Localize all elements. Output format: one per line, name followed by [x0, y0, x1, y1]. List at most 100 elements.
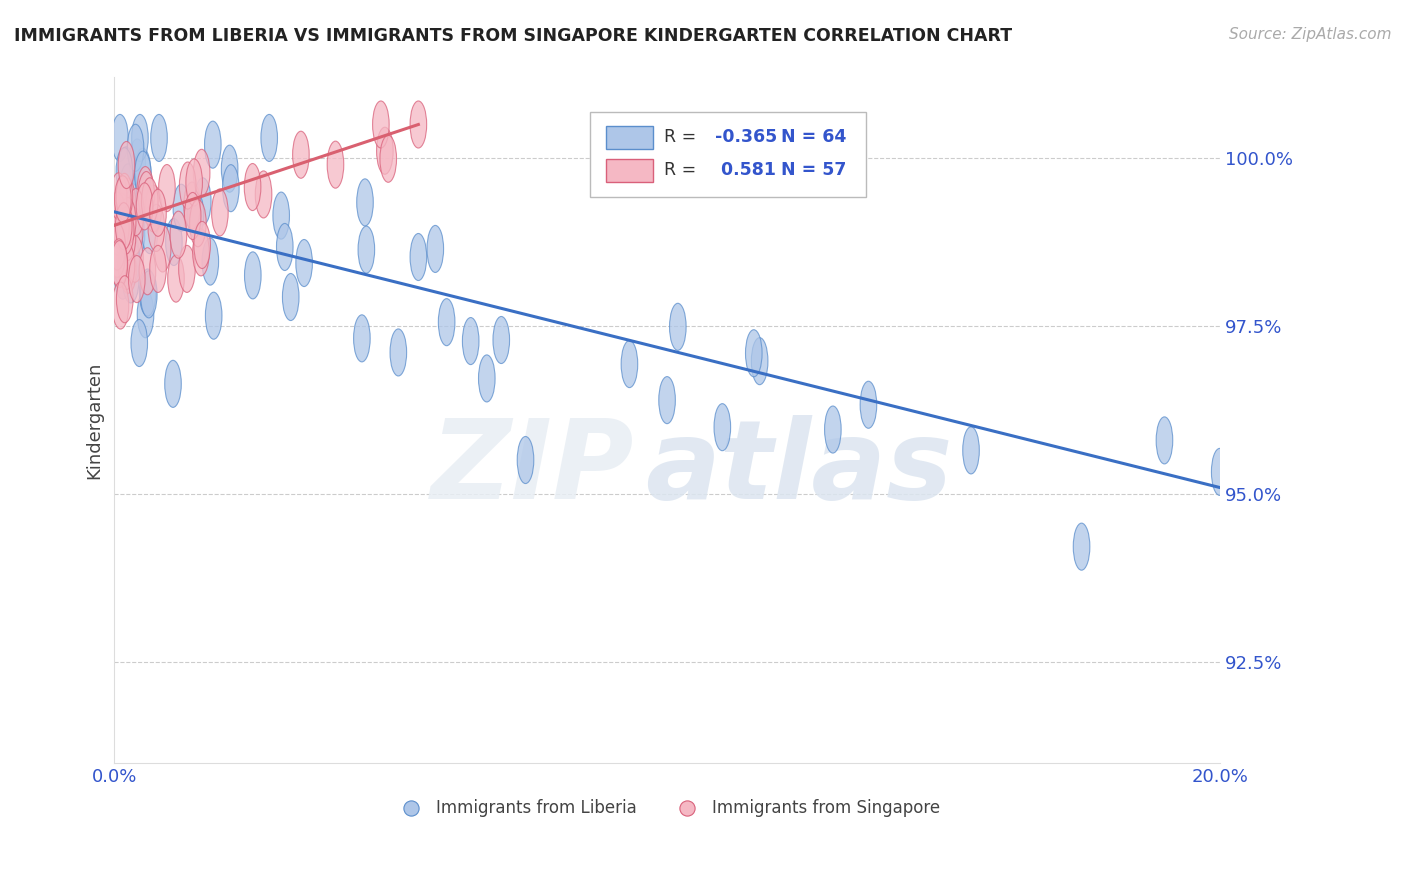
- FancyBboxPatch shape: [589, 112, 866, 197]
- Ellipse shape: [128, 211, 145, 259]
- Ellipse shape: [357, 179, 373, 226]
- Ellipse shape: [111, 239, 127, 286]
- Ellipse shape: [128, 194, 145, 241]
- Ellipse shape: [115, 202, 132, 250]
- Ellipse shape: [194, 149, 209, 196]
- Ellipse shape: [131, 319, 148, 367]
- Ellipse shape: [118, 177, 135, 223]
- Ellipse shape: [149, 189, 166, 236]
- Ellipse shape: [108, 223, 125, 270]
- Ellipse shape: [120, 197, 136, 244]
- Ellipse shape: [159, 164, 176, 211]
- Text: 0.581: 0.581: [714, 161, 776, 179]
- Ellipse shape: [127, 235, 143, 282]
- Ellipse shape: [111, 114, 128, 161]
- FancyBboxPatch shape: [606, 126, 652, 150]
- Ellipse shape: [353, 315, 370, 362]
- Ellipse shape: [167, 255, 184, 302]
- Ellipse shape: [117, 173, 132, 220]
- Ellipse shape: [193, 229, 209, 276]
- Ellipse shape: [139, 269, 156, 316]
- Ellipse shape: [108, 230, 125, 277]
- Ellipse shape: [184, 193, 201, 240]
- Ellipse shape: [120, 246, 136, 293]
- Ellipse shape: [127, 208, 143, 255]
- Ellipse shape: [148, 204, 165, 252]
- Ellipse shape: [439, 299, 456, 346]
- Ellipse shape: [359, 227, 374, 273]
- Ellipse shape: [411, 234, 426, 281]
- Ellipse shape: [194, 178, 211, 225]
- Ellipse shape: [292, 131, 309, 178]
- Ellipse shape: [212, 189, 228, 236]
- Ellipse shape: [824, 406, 841, 453]
- Text: R =: R =: [664, 128, 702, 146]
- Ellipse shape: [125, 189, 141, 236]
- Ellipse shape: [173, 184, 190, 231]
- Ellipse shape: [179, 245, 195, 293]
- Ellipse shape: [110, 173, 127, 219]
- Ellipse shape: [120, 164, 136, 211]
- Text: atlas: atlas: [645, 415, 952, 522]
- Ellipse shape: [117, 207, 134, 254]
- Ellipse shape: [377, 128, 394, 174]
- Ellipse shape: [463, 318, 479, 365]
- Ellipse shape: [166, 219, 183, 266]
- Ellipse shape: [277, 224, 292, 270]
- Ellipse shape: [751, 338, 768, 384]
- Text: ZIP: ZIP: [430, 415, 634, 522]
- Ellipse shape: [120, 213, 136, 260]
- Ellipse shape: [222, 165, 239, 211]
- Text: Source: ZipAtlas.com: Source: ZipAtlas.com: [1229, 27, 1392, 42]
- Ellipse shape: [184, 182, 201, 229]
- Ellipse shape: [112, 282, 129, 329]
- Ellipse shape: [389, 329, 406, 376]
- Text: IMMIGRANTS FROM LIBERIA VS IMMIGRANTS FROM SINGAPORE KINDERGARTEN CORRELATION CH: IMMIGRANTS FROM LIBERIA VS IMMIGRANTS FR…: [14, 27, 1012, 45]
- Ellipse shape: [145, 185, 162, 232]
- Ellipse shape: [114, 193, 129, 240]
- Ellipse shape: [1212, 449, 1227, 495]
- Ellipse shape: [494, 317, 509, 364]
- Ellipse shape: [142, 207, 157, 253]
- Ellipse shape: [256, 171, 271, 218]
- Ellipse shape: [202, 238, 218, 285]
- Ellipse shape: [135, 148, 150, 195]
- Ellipse shape: [122, 238, 139, 285]
- Ellipse shape: [149, 245, 166, 293]
- Ellipse shape: [427, 226, 443, 272]
- Ellipse shape: [194, 221, 211, 268]
- Ellipse shape: [114, 252, 131, 299]
- Ellipse shape: [135, 151, 152, 198]
- Ellipse shape: [186, 159, 202, 206]
- Ellipse shape: [328, 141, 343, 188]
- Text: R =: R =: [664, 161, 702, 179]
- Ellipse shape: [118, 142, 135, 188]
- Ellipse shape: [380, 136, 396, 182]
- Ellipse shape: [118, 243, 135, 290]
- Ellipse shape: [112, 202, 129, 250]
- Ellipse shape: [221, 145, 238, 192]
- Ellipse shape: [165, 360, 181, 408]
- Ellipse shape: [190, 200, 207, 247]
- Ellipse shape: [117, 276, 134, 323]
- Ellipse shape: [295, 239, 312, 286]
- Ellipse shape: [283, 274, 299, 320]
- Ellipse shape: [273, 192, 290, 239]
- Ellipse shape: [117, 147, 132, 194]
- Ellipse shape: [139, 248, 156, 294]
- Ellipse shape: [127, 124, 143, 171]
- Ellipse shape: [128, 255, 145, 302]
- Ellipse shape: [136, 167, 153, 214]
- Text: N = 64: N = 64: [780, 128, 846, 146]
- Ellipse shape: [136, 183, 153, 230]
- Ellipse shape: [141, 271, 157, 318]
- Ellipse shape: [1073, 523, 1090, 570]
- Ellipse shape: [963, 427, 980, 474]
- Ellipse shape: [120, 208, 136, 255]
- Ellipse shape: [142, 178, 157, 225]
- Ellipse shape: [118, 147, 135, 194]
- FancyBboxPatch shape: [606, 159, 652, 182]
- Ellipse shape: [138, 171, 155, 219]
- Text: N = 57: N = 57: [780, 161, 846, 179]
- Ellipse shape: [187, 191, 204, 238]
